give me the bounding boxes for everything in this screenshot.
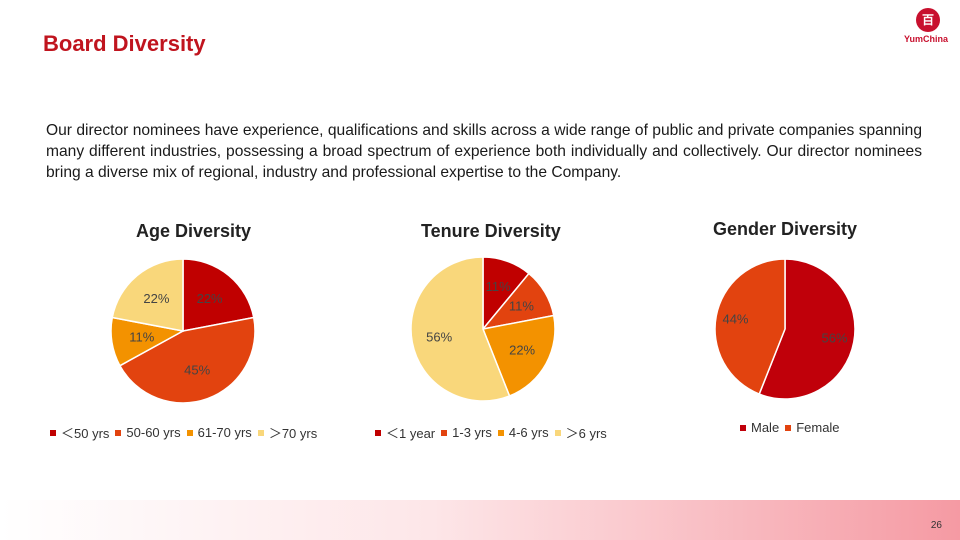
tenure-legend-swatch-2 <box>497 429 504 436</box>
tenure-legend-swatch-1 <box>441 429 448 436</box>
tenure-slice-2 <box>481 314 556 397</box>
age-pie-chart: 22% 45% 11% 22% <box>110 258 256 404</box>
age-slice-3 <box>111 258 184 332</box>
age-chart-title: Age Diversity <box>136 221 252 241</box>
intro-paragraph: Our director nominees have experience, q… <box>46 122 922 181</box>
gender-legend-item-1: Female <box>785 420 840 435</box>
age-legend-swatch-2 <box>186 429 193 436</box>
gender-slice-1 <box>714 258 786 396</box>
tenure-legend-item-0: ＜1 year <box>375 423 435 442</box>
gender-chart-title: Gender Diversity <box>713 219 858 239</box>
tenure-legend-label-1: 1-3 yrs <box>452 425 492 440</box>
tenure-legend-item-1: 1-3 yrs <box>441 425 492 440</box>
tenure-data-label-3: 56% <box>426 329 452 344</box>
age-slice-1 <box>118 316 256 404</box>
footer-gradient-band <box>0 500 960 540</box>
gender-legend-item-0: Male <box>740 420 779 435</box>
tenure-pie-chart: 11% 11% 22% 56% <box>410 256 556 402</box>
gender-data-label-1: 44% <box>722 312 748 327</box>
tenure-legend-label-2: 4-6 yrs <box>508 425 549 440</box>
gender-data-label-0: 56% <box>821 330 847 345</box>
tenure-data-label-2: 22% <box>509 343 535 358</box>
age-legend-item-2: 61-70 yrs <box>186 425 252 440</box>
age-data-label-1: 45% <box>184 362 210 377</box>
logo-text: YumChina <box>903 34 948 44</box>
tenure-data-label-1: 11% <box>509 298 534 313</box>
age-legend-label-3: ＞70 yrs <box>268 426 318 441</box>
yumchina-logo: 百 YumChina <box>900 8 950 50</box>
tenure-legend-item-3: ＞6 yrs <box>554 423 607 442</box>
page-title: Board Diversity <box>43 31 206 56</box>
tenure-chart-title: Tenure Diversity <box>421 221 561 241</box>
gender-pie-chart: 56% 44% <box>714 258 856 400</box>
age-data-label-2: 11% <box>129 330 154 345</box>
logo-badge-icon: 百 <box>916 8 940 32</box>
tenure-legend-swatch-3 <box>554 429 561 436</box>
age-legend-swatch-1 <box>115 429 122 436</box>
gender-legend-label-1: Female <box>796 420 840 435</box>
age-legend-swatch-0 <box>50 429 56 436</box>
gender-legend-swatch-0 <box>740 424 746 431</box>
age-legend-label-2: 61-70 yrs <box>197 425 252 440</box>
tenure-slice-3 <box>410 256 511 402</box>
age-slice-0 <box>182 258 255 332</box>
age-legend-item-0: ＜50 yrs <box>50 423 109 442</box>
gender-legend-label-0: Male <box>751 420 780 435</box>
age-legend-label-0: ＜50 yrs <box>61 426 110 441</box>
gender-legend-swatch-1 <box>785 424 792 431</box>
tenure-data-label-0: 11% <box>486 279 511 294</box>
tenure-legend: ＜1 year 1-3 yrs 4-6 yrs ＞6 yrs <box>375 423 613 442</box>
age-legend-item-1: 50-60 yrs <box>115 425 181 440</box>
tenure-legend-swatch-0 <box>375 429 381 436</box>
age-data-label-0: 22% <box>197 291 223 306</box>
tenure-legend-item-2: 4-6 yrs <box>497 425 549 440</box>
age-legend-item-3: ＞70 yrs <box>257 423 318 442</box>
age-legend: ＜50 yrs 50-60 yrs 61-70 yrs ＞70 yrs <box>50 423 323 442</box>
gender-slice-0 <box>758 258 856 400</box>
page-number: 26 <box>930 520 942 531</box>
age-legend-label-1: 50-60 yrs <box>126 425 181 440</box>
tenure-legend-label-3: ＞6 yrs <box>565 426 607 441</box>
gender-legend: Male Female <box>740 420 846 435</box>
age-data-label-3: 22% <box>143 291 169 306</box>
tenure-legend-label-0: ＜1 year <box>386 426 436 441</box>
age-legend-swatch-3 <box>257 429 264 436</box>
